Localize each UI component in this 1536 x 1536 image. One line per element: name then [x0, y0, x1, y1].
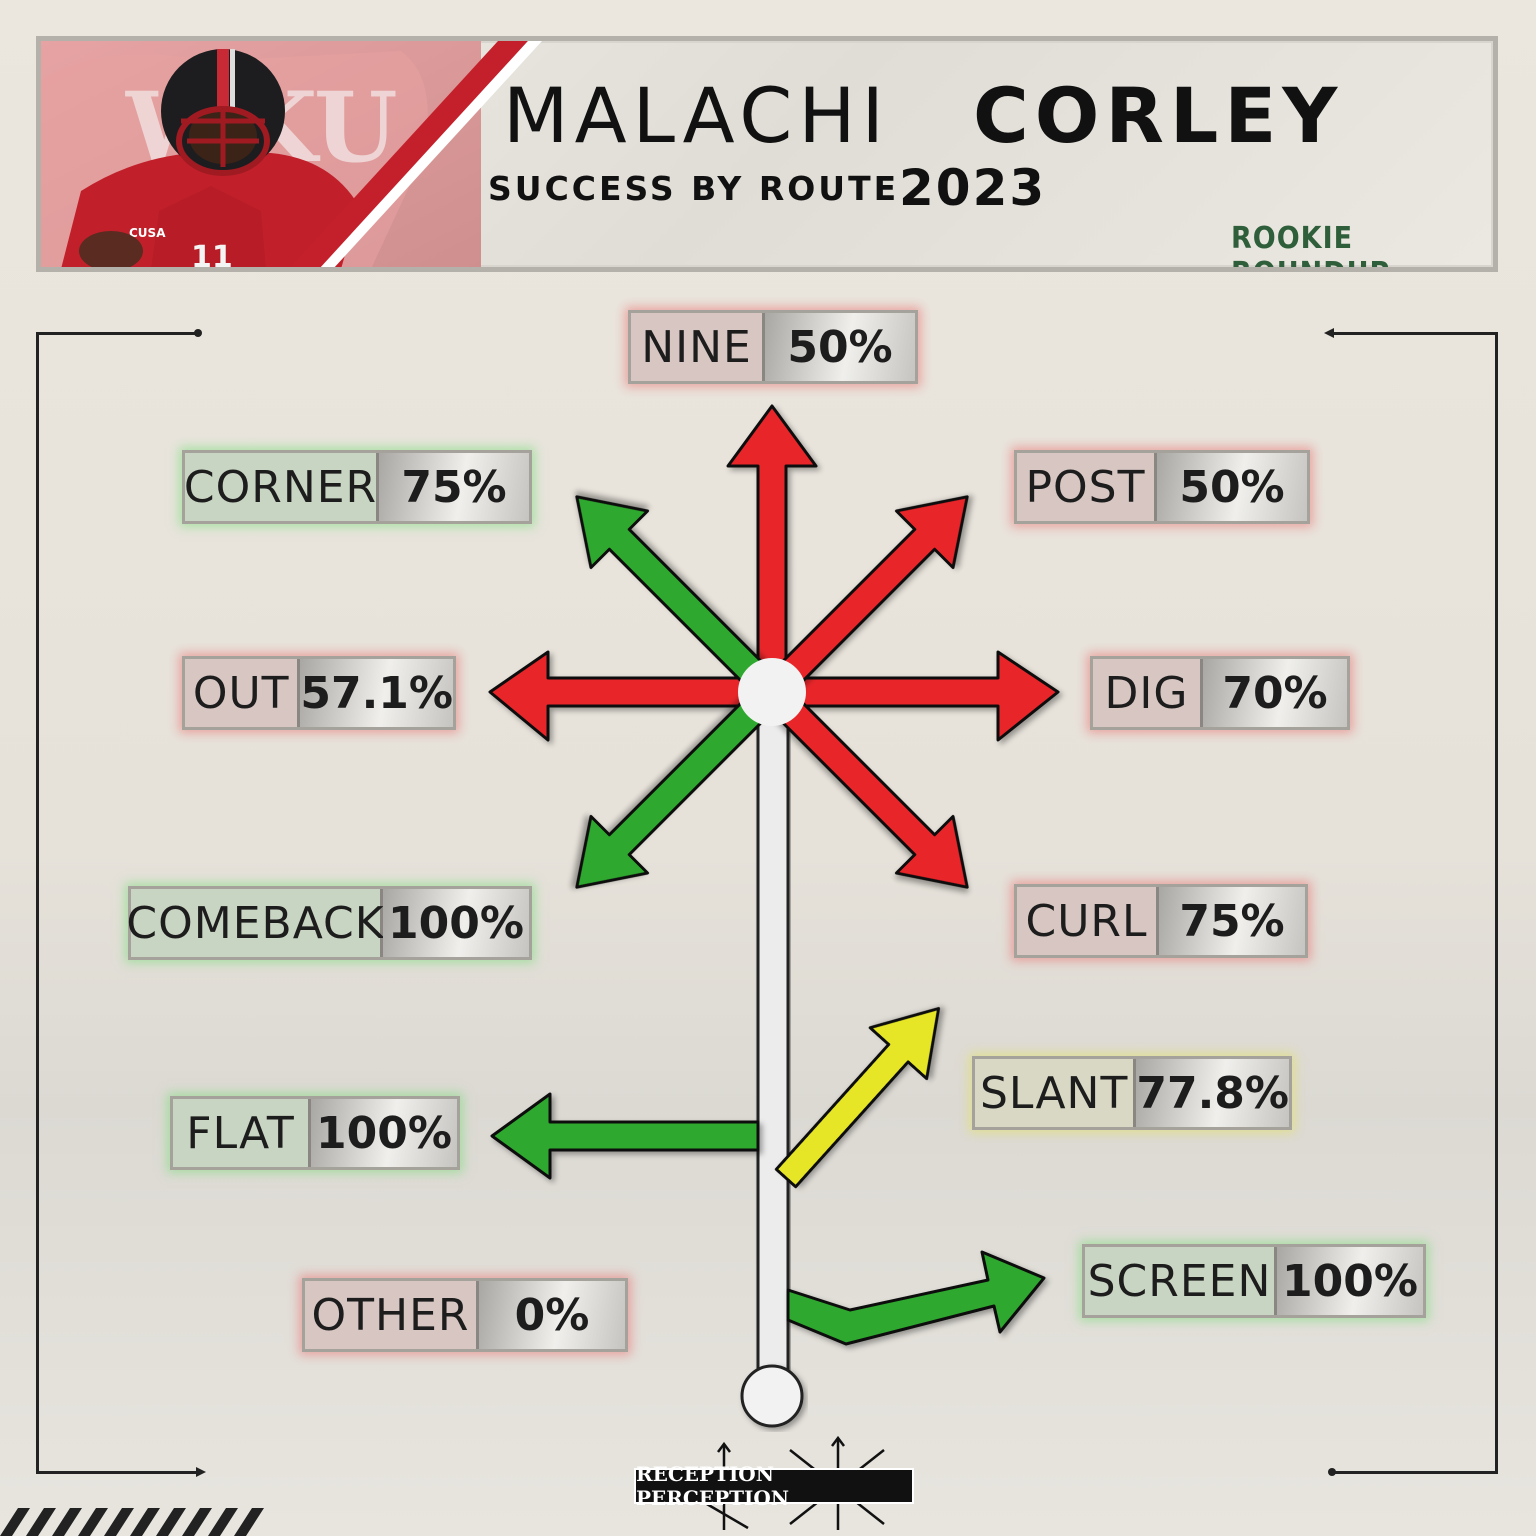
player-first-name: MALACHI	[503, 71, 890, 160]
route-arrow-corner	[575, 495, 784, 704]
route-arrow-screen	[786, 1250, 1046, 1346]
route-percentage: 75%	[1159, 887, 1305, 955]
frame-left-vertical	[36, 332, 39, 1474]
route-percentage: 50%	[1157, 453, 1307, 521]
route-label-post: POST 50%	[1014, 450, 1310, 524]
route-name: CURL	[1017, 887, 1159, 955]
route-label-screen: SCREEN 100%	[1082, 1244, 1426, 1318]
route-label-comeback: COMEBACK 100%	[126, 886, 532, 960]
frame-right-top	[1332, 332, 1498, 335]
route-start-node	[740, 1364, 804, 1428]
route-name: NINE	[631, 313, 765, 381]
route-name: OUT	[185, 659, 301, 727]
jersey-patch-text: CUSA	[129, 226, 166, 240]
route-break-node	[738, 658, 806, 726]
player-last-name: CORLEY	[973, 71, 1344, 160]
frame-left-top	[36, 332, 198, 335]
route-name: DIG	[1093, 659, 1203, 727]
route-percentage: 0%	[479, 1281, 625, 1349]
route-arrow-flat	[490, 1092, 760, 1180]
frame-right-bottom	[1332, 1471, 1498, 1474]
route-percentage: 70%	[1203, 659, 1347, 727]
route-label-flat: FLAT 100%	[170, 1096, 460, 1170]
route-name: FLAT	[173, 1099, 311, 1167]
header-slash-decoration	[290, 41, 542, 267]
route-label-slant: SLANT 77.8%	[972, 1056, 1292, 1130]
reception-perception-logo: RECEPTION PERCEPTION	[634, 1462, 914, 1510]
route-label-corner: CORNER 75%	[182, 450, 532, 524]
route-percentage: 50%	[765, 313, 915, 381]
route-label-nine: NINE 50%	[628, 310, 918, 384]
route-name: OTHER	[305, 1281, 479, 1349]
route-arrow-comeback	[575, 680, 784, 889]
route-percentage: 57.1%	[300, 659, 453, 727]
route-percentage: 100%	[311, 1099, 457, 1167]
route-name: COMEBACK	[126, 889, 384, 957]
subtitle: SUCCESS BY ROUTE	[488, 169, 900, 208]
route-percentage: 100%	[1277, 1247, 1423, 1315]
route-percentage: 100%	[383, 889, 529, 957]
header-banner: WKU CUSA 11 MALACHI CORLEY SUCCESS BY RO…	[36, 36, 1498, 272]
route-percentage: 75%	[379, 453, 529, 521]
frame-right-vertical	[1495, 332, 1498, 1474]
corner-hatch-decoration	[0, 1508, 264, 1536]
route-arrow-nine	[726, 404, 818, 692]
route-label-dig: DIG 70%	[1090, 656, 1350, 730]
route-label-curl: CURL 75%	[1014, 884, 1308, 958]
player-photo: WKU CUSA 11	[41, 41, 481, 269]
route-arrow-out	[488, 650, 774, 742]
route-arrow-dig	[770, 650, 1060, 742]
brand-label: ROOKIE ROUNDUP	[1231, 221, 1389, 267]
route-percentage: 77.8%	[1136, 1059, 1289, 1127]
route-arrow-post	[760, 495, 969, 704]
route-arrow-slant	[774, 1007, 941, 1189]
route-stem	[756, 688, 790, 1382]
route-name: CORNER	[184, 453, 379, 521]
route-label-other: OTHER 0%	[302, 1278, 628, 1352]
route-arrow-curl	[760, 680, 969, 889]
route-label-out: OUT 57.1%	[182, 656, 456, 730]
route-name: SLANT	[975, 1059, 1137, 1127]
season-year: 2023	[899, 159, 1047, 217]
jersey-number: 11	[191, 240, 233, 269]
route-name: SCREEN	[1085, 1247, 1277, 1315]
route-name: POST	[1017, 453, 1157, 521]
frame-left-bottom	[36, 1471, 198, 1474]
